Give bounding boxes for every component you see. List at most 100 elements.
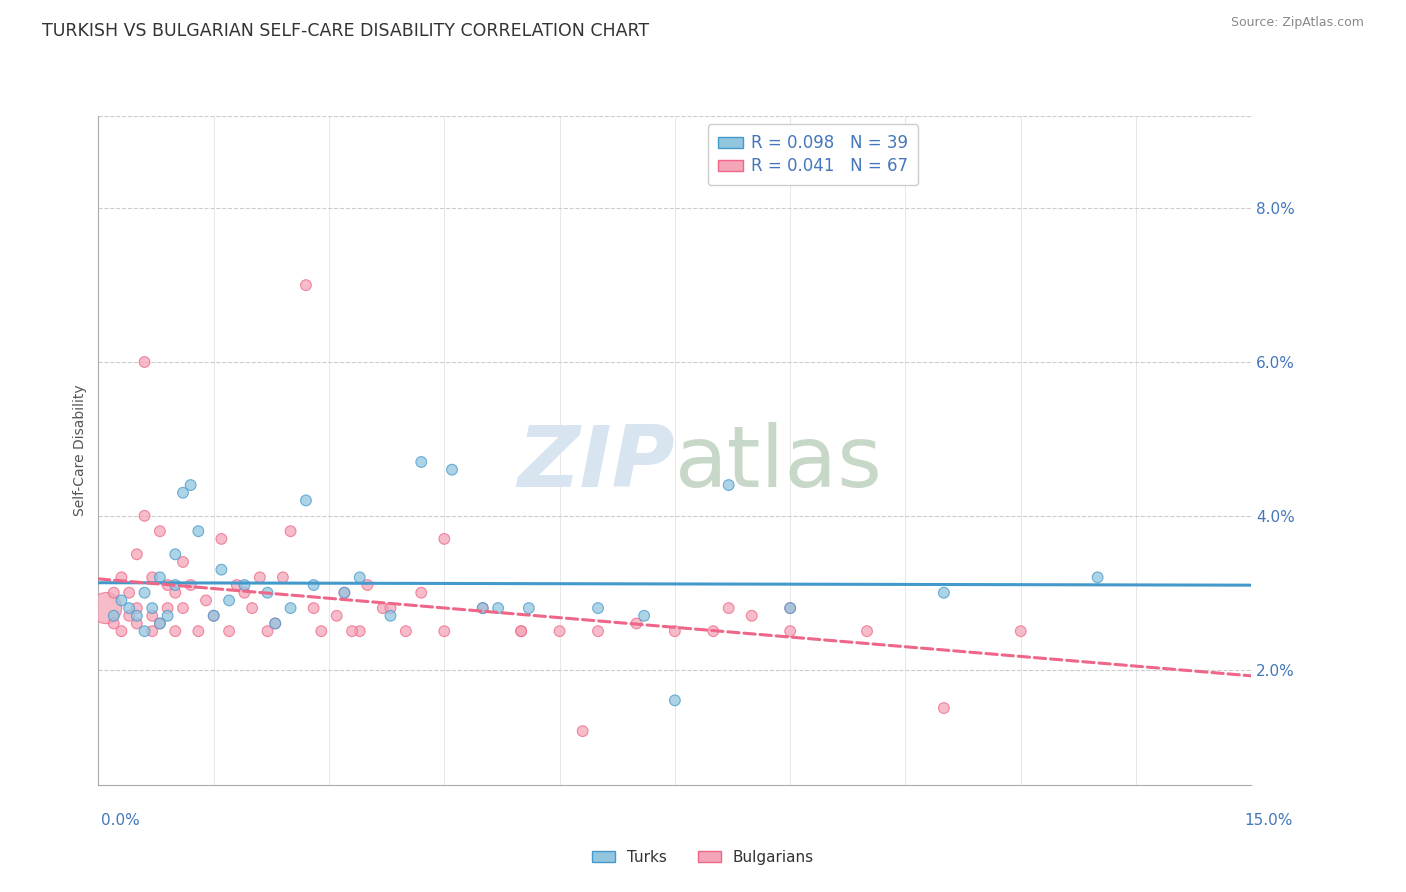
- Point: [517, 601, 540, 615]
- Point: [471, 601, 494, 615]
- Point: [510, 624, 533, 639]
- Point: [586, 601, 609, 615]
- Point: [295, 493, 318, 508]
- Point: [172, 485, 194, 500]
- Point: [125, 608, 148, 623]
- Point: [510, 624, 533, 639]
- Point: [134, 624, 156, 639]
- Point: [156, 601, 179, 615]
- Point: [141, 601, 163, 615]
- Text: Source: ZipAtlas.com: Source: ZipAtlas.com: [1230, 16, 1364, 29]
- Point: [202, 608, 225, 623]
- Point: [433, 624, 456, 639]
- Point: [165, 547, 187, 561]
- Point: [180, 578, 202, 592]
- Point: [110, 624, 132, 639]
- Point: [218, 624, 240, 639]
- Point: [440, 463, 463, 477]
- Point: [932, 701, 955, 715]
- Point: [141, 624, 163, 639]
- Point: [271, 570, 294, 584]
- Point: [411, 585, 433, 599]
- Point: [209, 563, 232, 577]
- Point: [395, 624, 418, 639]
- Point: [187, 524, 209, 539]
- Point: [118, 585, 141, 599]
- Point: [134, 585, 156, 599]
- Point: [548, 624, 571, 639]
- Point: [333, 585, 356, 599]
- Point: [165, 624, 187, 639]
- Point: [103, 616, 125, 631]
- Point: [233, 585, 256, 599]
- Point: [149, 524, 172, 539]
- Point: [1087, 570, 1109, 584]
- Point: [411, 455, 433, 469]
- Point: [149, 616, 172, 631]
- Point: [180, 478, 202, 492]
- Text: 15.0%: 15.0%: [1244, 814, 1292, 828]
- Point: [156, 608, 179, 623]
- Point: [779, 601, 801, 615]
- Point: [209, 532, 232, 546]
- Point: [103, 585, 125, 599]
- Legend: R = 0.098   N = 39, R = 0.041   N = 67: R = 0.098 N = 39, R = 0.041 N = 67: [709, 124, 918, 186]
- Point: [325, 608, 347, 623]
- Point: [103, 608, 125, 623]
- Point: [264, 616, 287, 631]
- Point: [165, 578, 187, 592]
- Point: [240, 601, 263, 615]
- Point: [302, 578, 325, 592]
- Point: [486, 601, 509, 615]
- Point: [280, 601, 302, 615]
- Point: [717, 601, 740, 615]
- Point: [302, 601, 325, 615]
- Text: 0.0%: 0.0%: [101, 814, 141, 828]
- Point: [356, 578, 378, 592]
- Point: [371, 601, 394, 615]
- Point: [349, 624, 371, 639]
- Point: [94, 601, 117, 615]
- Point: [779, 601, 801, 615]
- Point: [333, 585, 356, 599]
- Text: atlas: atlas: [675, 422, 883, 506]
- Point: [125, 616, 148, 631]
- Point: [433, 532, 456, 546]
- Point: [233, 578, 256, 592]
- Text: TURKISH VS BULGARIAN SELF-CARE DISABILITY CORRELATION CHART: TURKISH VS BULGARIAN SELF-CARE DISABILIT…: [42, 22, 650, 40]
- Point: [1010, 624, 1032, 639]
- Point: [741, 608, 763, 623]
- Point: [187, 624, 209, 639]
- Point: [118, 608, 141, 623]
- Point: [380, 608, 402, 623]
- Point: [256, 585, 278, 599]
- Legend: Turks, Bulgarians: Turks, Bulgarians: [586, 844, 820, 871]
- Point: [118, 601, 141, 615]
- Y-axis label: Self-Care Disability: Self-Care Disability: [73, 384, 87, 516]
- Point: [225, 578, 247, 592]
- Point: [571, 724, 593, 739]
- Point: [626, 616, 648, 631]
- Point: [256, 624, 278, 639]
- Point: [141, 570, 163, 584]
- Point: [218, 593, 240, 607]
- Point: [195, 593, 218, 607]
- Point: [664, 693, 686, 707]
- Point: [172, 601, 194, 615]
- Point: [664, 624, 686, 639]
- Point: [340, 624, 363, 639]
- Point: [149, 570, 172, 584]
- Point: [311, 624, 333, 639]
- Text: ZIP: ZIP: [517, 422, 675, 506]
- Point: [125, 601, 148, 615]
- Point: [856, 624, 879, 639]
- Point: [349, 570, 371, 584]
- Point: [295, 278, 318, 293]
- Point: [779, 624, 801, 639]
- Point: [202, 608, 225, 623]
- Point: [280, 524, 302, 539]
- Point: [172, 555, 194, 569]
- Point: [110, 593, 132, 607]
- Point: [110, 570, 132, 584]
- Point: [633, 608, 655, 623]
